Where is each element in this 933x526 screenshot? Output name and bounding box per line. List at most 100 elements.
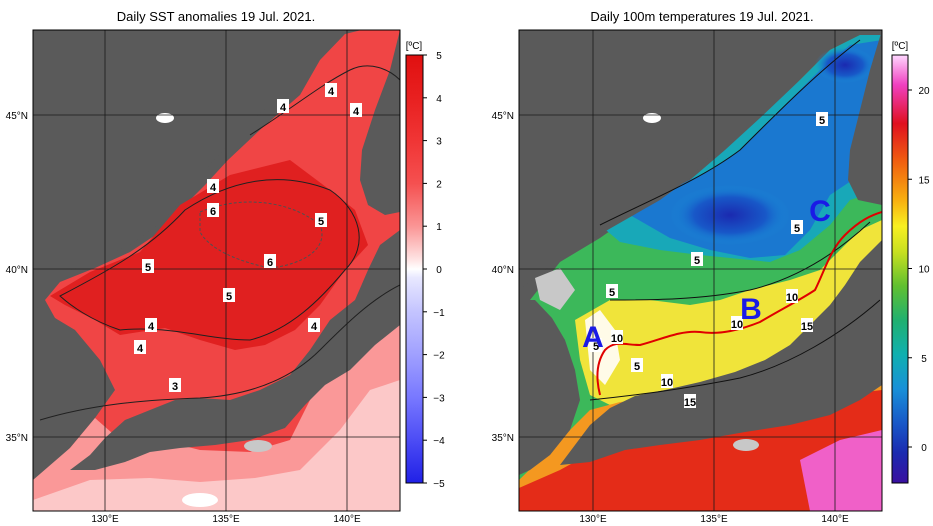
right-contour-label: 5 [794, 223, 800, 235]
left-contour-label: 4 [210, 182, 217, 194]
right-contour-label: 10 [661, 377, 673, 389]
left-map-area [33, 30, 400, 511]
right-cold-core-north [815, 47, 875, 83]
left-colorbar-tick-label: −2 [433, 351, 445, 362]
right-contour-label-bg [661, 374, 673, 388]
right-lat-label: 35°N [492, 433, 514, 444]
right-contour-label-bg [731, 316, 743, 330]
left-contour-label-bg [350, 103, 362, 117]
left-contour-label: 4 [148, 321, 155, 333]
left-contour-label: 5 [226, 291, 232, 303]
right-shelf [535, 268, 575, 310]
left-lon-label: 140°E [333, 514, 361, 525]
left-contour-label: 4 [311, 321, 318, 333]
right-contour-label: 15 [801, 321, 813, 333]
left-contour-label: 5 [318, 216, 324, 228]
right-colorbar-tick-label: 20 [918, 86, 930, 97]
left-lon-labels: 130°E 135°E 140°E [91, 514, 361, 525]
left-contour-label-bg [264, 254, 276, 268]
left-contour-label: 5 [145, 262, 151, 274]
left-graticule [33, 30, 400, 511]
right-contour-label-bg [606, 284, 618, 298]
left-contour-label: 3 [172, 381, 178, 393]
left-contour-label-bg [223, 288, 235, 302]
left-contour-label-bg [142, 259, 154, 273]
left-colorbar-tick-label: 0 [436, 265, 442, 276]
right-map-title: Daily 100m temperatures 19 Jul. 2021. [590, 9, 813, 24]
right-lon-label: 140°E [821, 514, 849, 525]
left-contour-label-bg [315, 213, 327, 227]
left-lon-label: 135°E [212, 514, 240, 525]
left-contour-5 [59, 179, 360, 341]
left-contour-label-bg [325, 83, 337, 97]
left-colorbar-unit: [ºC] [406, 41, 423, 52]
left-contour-label-bg [134, 340, 146, 354]
right-cold-core [670, 185, 790, 245]
right-contour-label: 15 [684, 397, 696, 409]
left-land-japan [70, 230, 400, 470]
right-contour-label-bg [631, 358, 643, 372]
left-lat-label: 40°N [6, 265, 28, 276]
left-contour-label: 6 [210, 206, 216, 218]
right-contour-label-bg [801, 318, 813, 332]
left-colorbar-ticks: 5 4 3 2 1 0 −1 −2 −3 −4 −5 [423, 51, 445, 490]
left-colorbar-tick-label: 5 [436, 51, 442, 62]
right-colorbar [891, 54, 909, 484]
left-lat-label: 45°N [6, 111, 28, 122]
right-lon-labels: 130°E 135°E 140°E [579, 514, 849, 525]
right-lat-labels: 45°N 40°N 35°N [492, 111, 514, 444]
left-map-title: Daily SST anomalies 19 Jul. 2021. [117, 9, 315, 24]
right-contour-label: 5 [819, 115, 825, 127]
right-sea-yellow [575, 220, 882, 405]
right-lat-label: 40°N [492, 265, 514, 276]
left-island-grey [244, 440, 272, 452]
right-contour-label: 10 [611, 333, 623, 345]
left-land-korea-south [33, 305, 110, 470]
right-land-korea [519, 30, 820, 290]
left-colorbar-tick-label: −4 [433, 436, 445, 447]
right-colorbar-tick-label: 10 [918, 265, 930, 276]
left-contour-label-bg [277, 99, 289, 113]
left-contour-label: 4 [137, 343, 144, 355]
right-lon-label: 130°E [579, 514, 607, 525]
right-contour-label-bg [611, 330, 623, 344]
left-colorbar-tick-label: 1 [436, 222, 442, 233]
right-contour-label-bg [791, 220, 803, 234]
right-contour-label: 10 [786, 292, 798, 304]
left-contour-label-bg [207, 179, 219, 193]
right-sea-magenta [800, 430, 882, 511]
left-contour-label-bg [145, 318, 157, 332]
right-colorbar-tick-label: 15 [918, 175, 930, 186]
left-contour-label: 4 [328, 86, 335, 98]
left-contour-label-bg [308, 318, 320, 332]
right-land-korea-south [519, 300, 580, 475]
right-contour-label-bg [816, 112, 828, 126]
right-contour-5 [599, 39, 861, 226]
right-contour-label: 5 [694, 255, 700, 267]
left-colorbar-tick-label: 4 [436, 94, 442, 105]
right-lat-label: 45°N [492, 111, 514, 122]
right-contour-label-bg [590, 338, 602, 352]
left-contour-label: 4 [353, 106, 360, 118]
left-lon-label: 130°E [91, 514, 119, 525]
right-lon-label: 135°E [700, 514, 728, 525]
left-contour-3 [39, 284, 400, 421]
right-contour-labels: 5 5 5 5 10 10 10 15 5 5 10 15 [590, 112, 828, 409]
right-colorbar-tick-label: 5 [921, 354, 927, 365]
right-contour-label: 10 [731, 319, 743, 331]
left-contour-6 [199, 201, 323, 269]
left-lat-labels: 45°N 40°N 35°N [6, 111, 28, 444]
right-contour-15 [589, 299, 881, 401]
marker-a: A [582, 321, 604, 354]
right-land-japan [560, 240, 882, 465]
left-contour-4 [249, 65, 400, 136]
left-colorbar-tick-label: −1 [433, 308, 445, 319]
left-contour-label: 4 [280, 102, 287, 114]
left-contour-label: 6 [267, 257, 273, 269]
left-colorbar-tick-label: 2 [436, 179, 442, 190]
left-colorbar-tick-label: 3 [436, 137, 442, 148]
left-island-white [156, 113, 174, 123]
marker-b: B [740, 293, 762, 326]
right-contour-label-bg [691, 252, 703, 266]
